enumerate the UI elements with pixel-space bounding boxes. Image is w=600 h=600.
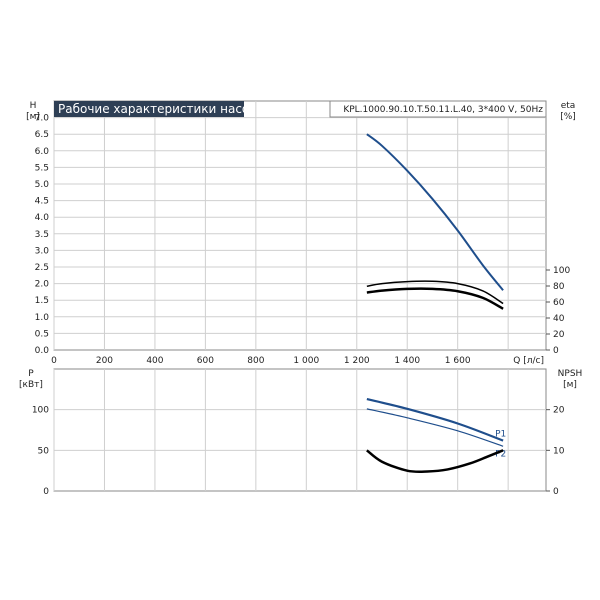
y-left-tick-label: 0.0: [35, 346, 50, 356]
series-label-p2: P2: [495, 449, 506, 459]
chart-title: Рабочие характеристики насоса: [58, 102, 263, 116]
lower-right-axis-unit: [м]: [563, 380, 577, 390]
series-label-p1: P1: [495, 430, 506, 440]
upper-right-axis-unit: [%]: [560, 112, 576, 122]
x-tick-label: 1 600: [445, 356, 471, 366]
upper-left-axis-name: H: [30, 101, 37, 111]
lower-right-axis-name: NPSH: [558, 369, 583, 379]
upper-series-line-2: [366, 287, 504, 310]
y-left-tick-label: 3.5: [35, 230, 49, 240]
title-bar: [54, 101, 244, 117]
y-left-tick-label: 6.5: [35, 130, 49, 140]
y-left-tick-label: 4.0: [35, 213, 50, 223]
lower-y-left-tick-label: 50: [38, 446, 50, 456]
lower-series-line-1: [366, 408, 504, 447]
y-right-tick-label: 0: [553, 346, 559, 356]
upper-series-line-1: [366, 280, 504, 305]
upper-plot-area: [53, 100, 547, 351]
y-right-tick-label: 40: [553, 314, 565, 324]
x-tick-label: 1 200: [344, 356, 370, 366]
y-left-tick-label: 7.0: [35, 114, 50, 124]
lower-plot-area: [53, 368, 547, 492]
pump-model: KPL.1000.90.10.T.50.11.L.40, 3*400 V, 50…: [343, 105, 543, 115]
y-left-tick-label: 5.0: [35, 180, 50, 190]
y-right-tick-label: 60: [553, 298, 565, 308]
x-tick-label: 0: [51, 356, 57, 366]
x-tick-label: 1 400: [394, 356, 420, 366]
model-box: [329, 100, 547, 118]
upper-right-axis-name: eta: [561, 101, 576, 111]
upper-left-axis-unit: [м]: [26, 112, 40, 122]
lower-left-axis-name: P: [28, 369, 34, 379]
x-tick-label: 1 000: [293, 356, 319, 366]
y-right-tick-label: 80: [553, 282, 565, 292]
y-left-tick-label: 1.5: [35, 296, 49, 306]
y-left-tick-label: 6.0: [35, 147, 50, 157]
x-tick-label: 600: [197, 356, 214, 366]
y-right-tick-label: 100: [553, 266, 570, 276]
x-tick-label: 800: [247, 356, 264, 366]
y-left-tick-label: 2.5: [35, 263, 49, 273]
x-tick-label: 200: [96, 356, 113, 366]
lower-series-line-2: [366, 449, 504, 474]
lower-y-left-tick-label: 0: [43, 487, 49, 497]
lower-y-right-tick-label: 0: [553, 487, 559, 497]
lower-left-axis-unit: [кВт]: [19, 380, 43, 390]
y-left-tick-label: 2.0: [35, 280, 50, 290]
y-right-tick-label: 20: [553, 330, 565, 340]
x-axis-label: Q [л/с]: [513, 356, 544, 366]
x-tick-label: 400: [146, 356, 163, 366]
y-left-tick-label: 0.5: [35, 329, 49, 339]
y-left-tick-label: 4.5: [35, 197, 49, 207]
lower-y-right-tick-label: 20: [553, 406, 565, 416]
lower-series-line-0: [366, 398, 504, 442]
upper-series-line-0: [366, 133, 504, 291]
lower-y-right-tick-label: 10: [553, 446, 565, 456]
y-left-tick-label: 3.0: [35, 246, 50, 256]
y-left-tick-label: 1.0: [35, 313, 50, 323]
y-left-tick-label: 5.5: [35, 163, 49, 173]
lower-y-left-tick-label: 100: [32, 406, 49, 416]
